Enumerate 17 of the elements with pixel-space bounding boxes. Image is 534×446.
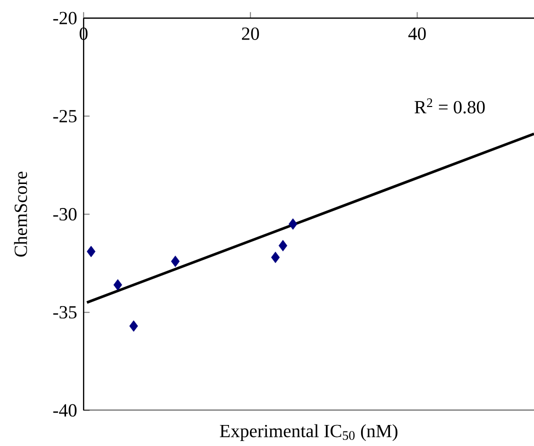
point	[288, 218, 298, 230]
point	[278, 240, 288, 252]
y-tick-label: -40	[53, 404, 77, 417]
annotation: R$^{2}$ = 0.80	[414, 98, 485, 114]
point	[271, 252, 280, 264]
point	[171, 256, 180, 268]
x-tick-label: 20	[242, 27, 259, 40]
y-tick-label: -20	[53, 12, 77, 24]
point	[86, 246, 96, 258]
x-axis-title: Experimental IC$_{50}$ (nM)	[220, 424, 398, 442]
point	[129, 320, 138, 332]
point	[113, 279, 122, 291]
x-tick-label: 40	[408, 27, 426, 40]
y-tick-label: -35	[53, 306, 77, 319]
y-tick-label: -25	[53, 110, 77, 122]
y-axis-title: ChemScore	[14, 172, 28, 257]
y-tick-label: -30	[53, 208, 77, 220]
